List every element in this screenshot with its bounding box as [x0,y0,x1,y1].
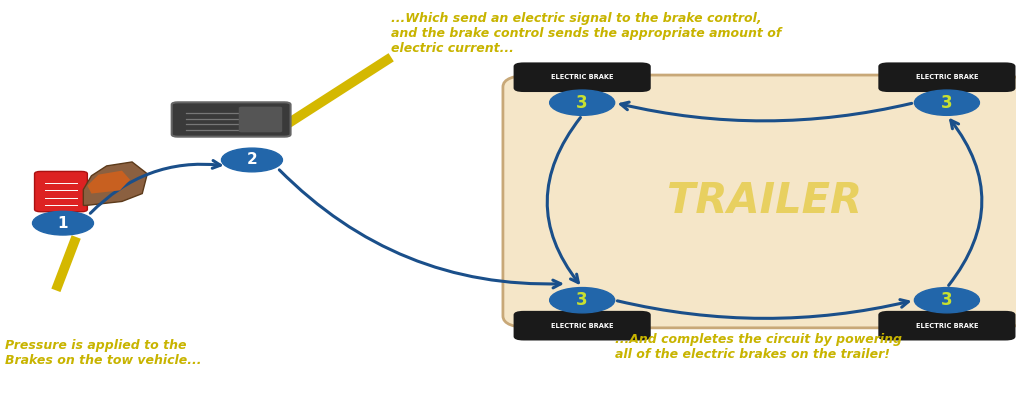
Circle shape [550,288,615,313]
FancyBboxPatch shape [239,107,282,132]
Circle shape [914,90,979,115]
Text: ...And completes the circuit by powering
all of the electric brakes on the trail: ...And completes the circuit by powering… [615,333,901,361]
Text: 3: 3 [941,94,953,112]
FancyBboxPatch shape [514,62,651,92]
FancyBboxPatch shape [514,311,651,340]
Text: ELECTRIC BRAKE: ELECTRIC BRAKE [915,323,978,329]
Text: 3: 3 [941,291,953,309]
Text: ELECTRIC BRAKE: ELECTRIC BRAKE [551,323,614,329]
Text: TRAILER: TRAILER [668,181,862,222]
Text: 3: 3 [576,94,588,112]
Text: 2: 2 [247,152,257,167]
Text: 1: 1 [58,216,68,231]
Circle shape [914,288,979,313]
Text: ...Which send an electric signal to the brake control,
and the brake control sen: ...Which send an electric signal to the … [391,12,781,55]
FancyBboxPatch shape [878,62,1016,92]
FancyBboxPatch shape [172,102,291,137]
Text: Pressure is applied to the
Brakes on the tow vehicle...: Pressure is applied to the Brakes on the… [5,339,201,367]
Circle shape [33,211,93,235]
FancyBboxPatch shape [35,171,87,212]
Circle shape [550,90,615,115]
Polygon shape [83,162,147,205]
Circle shape [221,148,282,172]
Text: 3: 3 [576,291,588,309]
FancyBboxPatch shape [878,311,1016,340]
Polygon shape [87,171,130,194]
Text: ELECTRIC BRAKE: ELECTRIC BRAKE [915,74,978,80]
FancyBboxPatch shape [503,75,1016,328]
Text: ELECTRIC BRAKE: ELECTRIC BRAKE [551,74,614,80]
